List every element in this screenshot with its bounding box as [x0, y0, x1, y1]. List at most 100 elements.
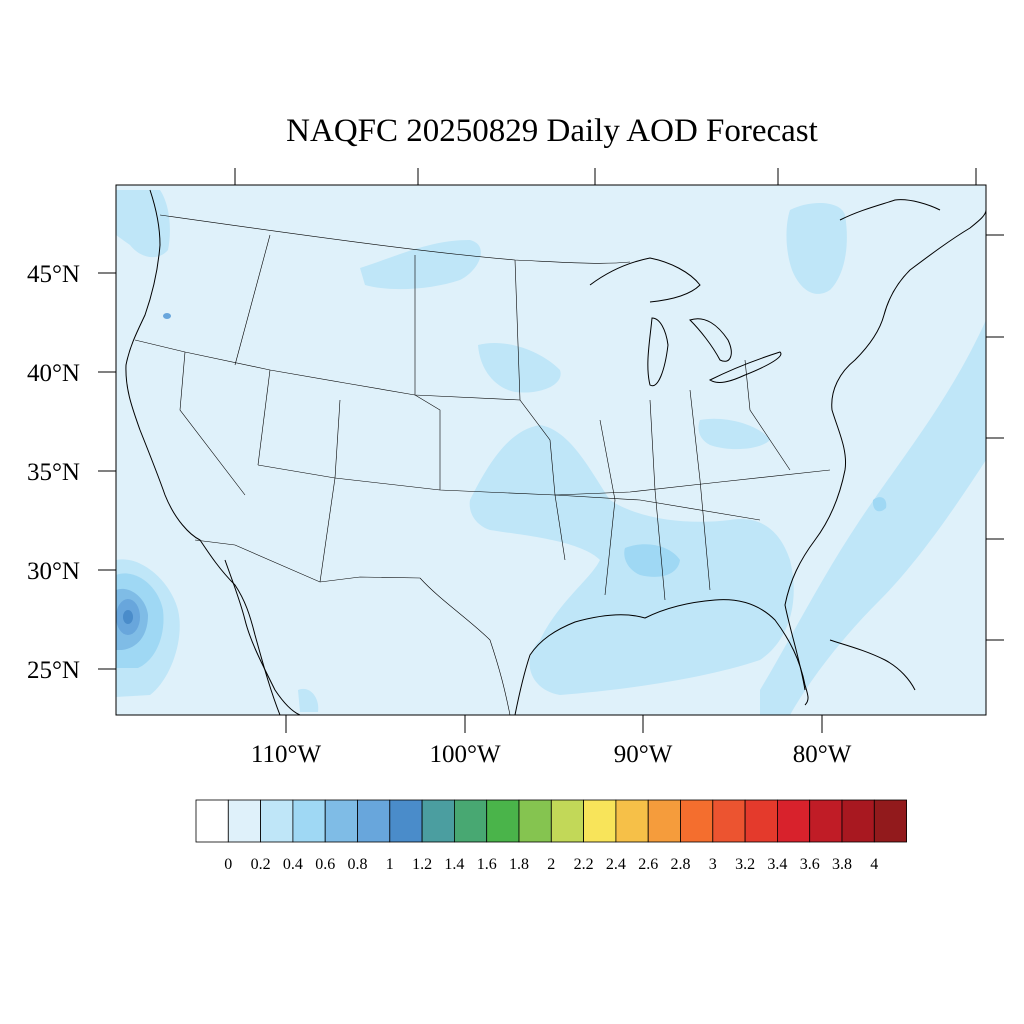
colorbar-label: 2.8 [671, 856, 691, 873]
border-us-canada [159, 214, 631, 264]
aod-region-nebraska [478, 342, 561, 393]
figure-title: NAQFC 20250829 Daily AOD Forecast [286, 113, 818, 149]
border-row-33 [554, 494, 761, 521]
lon-label: 80°W [793, 741, 852, 768]
lake-superior [589, 257, 701, 303]
colorbar-label: 3.8 [832, 856, 852, 873]
cuba-coast [829, 639, 916, 691]
colorbar-swatch [260, 799, 294, 843]
colorbar-label: 0.2 [251, 856, 271, 873]
colorbar-swatch [324, 799, 358, 843]
border-row-40 [134, 339, 521, 401]
border-idaho [234, 234, 271, 366]
border-ut-co [334, 399, 341, 479]
coastlines [125, 189, 986, 715]
aod-region-oregon-fire [163, 313, 171, 319]
longitude-labels: 110°W 100°W 90°W 80°W [251, 741, 852, 768]
aod-band-1.0-1.2 [123, 610, 133, 624]
colorbar-label: 0 [224, 856, 232, 873]
border-az-nm [319, 477, 336, 583]
aod-region-mississippi [624, 544, 680, 577]
colorbar-swatch [453, 799, 488, 843]
border-oh-pa [744, 359, 791, 471]
colorbar-swatch [389, 799, 423, 843]
aod-region-montana [360, 240, 481, 290]
aod-region-offshore [872, 497, 887, 512]
colorbar-swatch [421, 799, 455, 843]
lon-label: 90°W [614, 741, 673, 768]
colorbar-label: 0.6 [315, 856, 335, 873]
colorbar-swatch [550, 799, 584, 843]
border-nv-ut [257, 369, 271, 466]
lat-label: 45°N [27, 261, 80, 288]
lat-label: 40°N [27, 360, 80, 387]
colorbar-label: 3.2 [735, 856, 755, 873]
colorbar-label: 4 [870, 856, 878, 873]
latitude-labels: 45°N 40°N 35°N 30°N 25°N [27, 261, 80, 684]
colorbar-swatch [227, 799, 262, 843]
colorbar-swatch [583, 799, 617, 843]
lon-label: 110°W [251, 741, 322, 768]
colorbar-swatch [777, 799, 811, 843]
axis-ticks [98, 168, 1004, 733]
border-ga-al [689, 389, 711, 591]
colorbar-label: 1.2 [412, 856, 432, 873]
colorbar-swatch [809, 799, 843, 843]
lake-michigan [647, 317, 669, 387]
aod-region-northwest [116, 190, 170, 258]
lon-label: 100°W [429, 741, 500, 768]
colorbar-swatch [680, 799, 714, 843]
aod-region-atlantic [760, 320, 986, 715]
aod-shading [116, 190, 986, 715]
map-frame [115, 184, 987, 716]
colorbar-label: 1.8 [509, 856, 529, 873]
colorbar-swatch [486, 799, 520, 843]
colorbar-label: 1.6 [477, 856, 497, 873]
colorbar-swatch [615, 799, 649, 843]
lat-label: 30°N [27, 558, 80, 585]
colorbar-label: 3.6 [800, 856, 820, 873]
colorbar-swatch [292, 799, 326, 843]
state-borders [134, 214, 831, 715]
colorbar-swatch [647, 799, 681, 843]
gulf-coastline [514, 599, 809, 715]
colorbar-swatch [195, 799, 229, 843]
lat-label: 35°N [27, 459, 80, 486]
colorbar-swatch [357, 799, 391, 843]
colorbar-swatch [873, 799, 907, 843]
border-col-102 [414, 255, 441, 490]
map-panel [115, 184, 987, 716]
west-coastline [125, 189, 281, 715]
colorbar-label: 2.2 [574, 856, 594, 873]
border-col-95 [514, 259, 566, 561]
colorbar-swatch [712, 799, 746, 843]
east-coastline [784, 209, 986, 691]
border-al-ms [649, 399, 666, 601]
colorbar-label: 3.4 [767, 856, 787, 873]
colorbar-label: 0.8 [348, 856, 368, 873]
colorbar-swatch [744, 799, 778, 843]
colorbar-label: 2.6 [638, 856, 658, 873]
border-ca-nv [179, 351, 246, 496]
colorbar-label: 2 [547, 856, 555, 873]
lake-huron [689, 318, 732, 362]
colorbar-label: 2.4 [606, 856, 626, 873]
colorbar-label: 0.4 [283, 856, 303, 873]
colorbar-swatch [841, 799, 875, 843]
aod-region-ohio-valley [698, 418, 770, 450]
border-mississippi-river [599, 419, 616, 596]
colorbar-label: 1 [386, 856, 394, 873]
lake-erie [708, 351, 782, 383]
colorbar: 0 0.2 0.4 0.6 0.8 1 1.2 1.4 1.6 1.8 2 2.2 2.4 2.6 2.8 3… [195, 799, 907, 873]
baja-coastline [224, 559, 301, 715]
aod-region-ontario [786, 203, 847, 294]
colorbar-swatch [518, 799, 552, 843]
st-lawrence [839, 199, 941, 221]
aod-region-pacific-max [123, 610, 133, 624]
border-mexico-texas [419, 577, 511, 715]
aod-region-baja-south [298, 688, 319, 712]
colorbar-label: 3 [709, 856, 717, 873]
lat-label: 25°N [27, 657, 80, 684]
colorbar-label: 1.4 [444, 856, 464, 873]
